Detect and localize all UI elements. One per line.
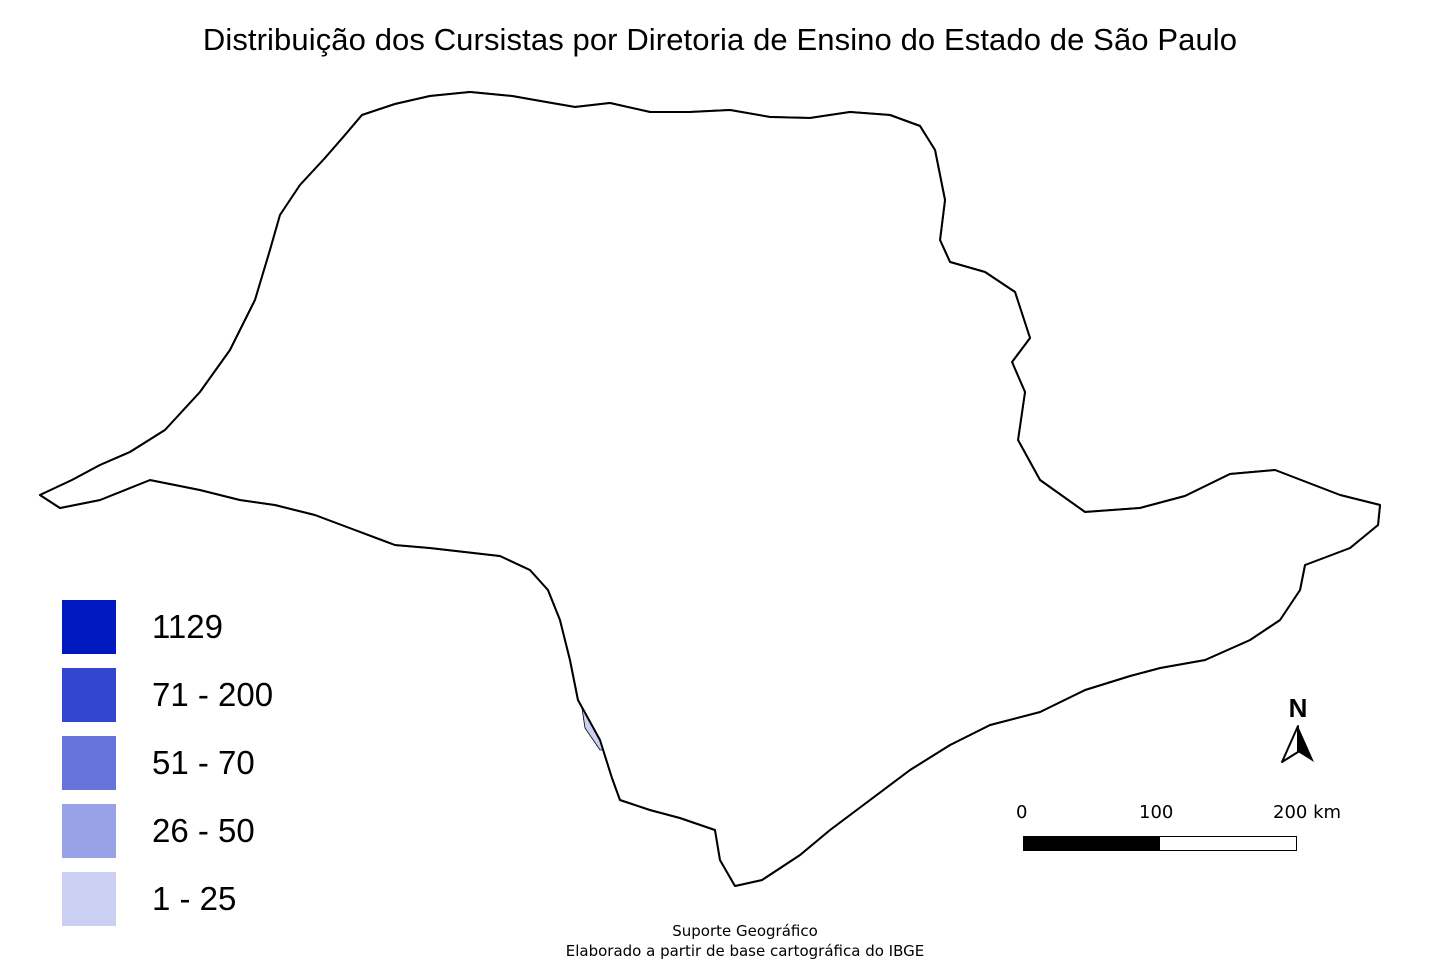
map-title: Distribuição dos Cursistas por Diretoria… (202, 22, 1238, 57)
legend-label: 26 - 50 (152, 812, 255, 849)
legend-label: 71 - 200 (152, 676, 274, 713)
footer-line1: Suporte Geográfico (672, 922, 818, 940)
legend-label: 51 - 70 (152, 744, 255, 781)
footer-line2: Elaborado a partir de base cartográfica … (565, 942, 925, 960)
scale-label-0: 0 (1016, 802, 1028, 823)
scale-bar-graphic (1023, 836, 1297, 851)
legend-swatch (62, 668, 116, 722)
legend-swatch (62, 804, 116, 858)
legend-label: 1 - 25 (152, 880, 237, 917)
scale-bar: 0 100 200 km (1016, 802, 1356, 862)
scale-label-100: 100 (1139, 802, 1174, 823)
scale-segment-light (1160, 837, 1296, 850)
north-arrow: N (1276, 694, 1320, 766)
north-label: N (1288, 693, 1308, 723)
legend-swatch (62, 736, 116, 790)
legend-label: 1129 (152, 608, 223, 645)
scale-label-200: 200 km (1273, 802, 1342, 823)
scale-segment-dark (1024, 837, 1160, 850)
legend-swatch (62, 600, 116, 654)
north-arrow-icon (1281, 725, 1314, 763)
legend-swatch (62, 872, 116, 926)
